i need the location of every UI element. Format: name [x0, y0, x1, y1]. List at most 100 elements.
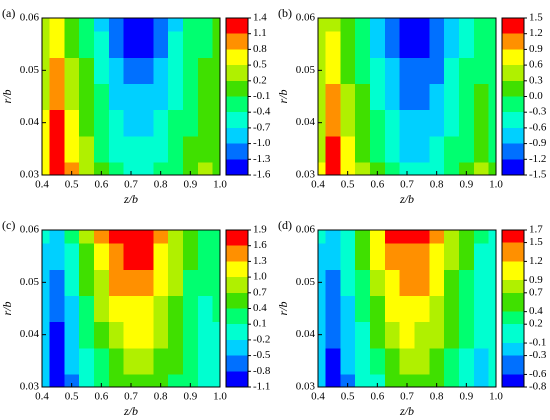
field-cell — [197, 18, 214, 32]
colorbar-label: -0.7 — [253, 121, 271, 133]
colorbar-label: 0.2 — [529, 318, 543, 330]
field-cell — [429, 83, 445, 111]
field-cell — [369, 31, 386, 58]
field-cell — [108, 269, 125, 296]
x-tick-label: 0.4 — [311, 391, 325, 403]
colorbar-band — [502, 49, 524, 66]
colorbar-label: 1.7 — [529, 224, 543, 236]
colorbar-band — [226, 96, 248, 113]
x-tick-label: 0.7 — [400, 179, 414, 191]
field-cell — [369, 321, 386, 349]
field-cell — [429, 230, 445, 244]
field-cell — [64, 18, 80, 32]
x-tick-label: 0.6 — [94, 391, 108, 403]
field-cell — [384, 295, 401, 323]
field-cell — [138, 373, 154, 387]
field-cell — [473, 321, 490, 349]
field-cell — [369, 135, 386, 163]
colorbar-band — [226, 308, 248, 325]
colorbar-label: 1.6 — [253, 239, 267, 251]
field-cell — [488, 109, 496, 137]
field-cell — [473, 161, 490, 175]
field-cell — [414, 230, 430, 244]
panel-label: (b) — [278, 6, 292, 20]
field-cell — [325, 347, 341, 375]
field-cell — [384, 18, 401, 32]
colorbar-band — [226, 112, 248, 128]
field-cell — [197, 57, 214, 84]
field-cell — [355, 230, 371, 244]
field-cell — [355, 373, 371, 387]
field-cell — [138, 135, 154, 163]
field-cell — [325, 57, 341, 84]
field-cell — [79, 295, 95, 323]
colorbar-label: -1.5 — [529, 169, 547, 181]
field-cell — [212, 83, 220, 111]
field-cell — [414, 295, 430, 323]
field-cell — [123, 373, 139, 387]
field-cell — [399, 269, 415, 296]
field-cell — [473, 83, 490, 111]
field-cell — [123, 109, 139, 137]
field-cell — [318, 83, 326, 111]
field-cell — [93, 135, 110, 163]
colorbar-label: 1.1 — [253, 27, 267, 39]
field-cell — [93, 295, 110, 323]
colorbar-band — [226, 159, 248, 175]
colorbar-band — [226, 18, 248, 34]
field-cell — [399, 161, 415, 175]
field-cell — [123, 161, 139, 175]
field-cell — [138, 321, 154, 349]
field-cell — [318, 295, 326, 323]
field-cell — [340, 57, 356, 84]
colorbar-label: 0.4 — [253, 302, 267, 314]
field-cell — [429, 243, 445, 270]
field-cell — [64, 230, 80, 244]
field-cell — [138, 347, 154, 375]
field-cell — [182, 57, 199, 84]
x-tick-label: 0.5 — [65, 179, 79, 191]
field-cell — [444, 321, 460, 349]
field-cell — [197, 161, 214, 175]
field-cell — [212, 373, 220, 387]
field-cell — [473, 18, 490, 32]
field-cell — [153, 109, 169, 137]
field-cell — [49, 57, 65, 84]
x-axis-label: z/b — [123, 192, 138, 206]
field-cell — [168, 109, 184, 137]
field-cell — [49, 269, 65, 296]
field-cell — [458, 109, 475, 137]
field-cell — [429, 31, 445, 58]
panel-label: (a) — [2, 6, 15, 20]
colorbar-label: -0.8 — [529, 381, 547, 393]
field-cell — [369, 295, 386, 323]
field-cell — [414, 57, 430, 84]
colorbar-band — [502, 33, 524, 50]
colorbar-label: -0.3 — [529, 349, 547, 361]
field-cell — [49, 295, 65, 323]
y-tick-label: 0.06 — [20, 12, 40, 24]
colorbar-band — [502, 80, 524, 97]
colorbar-label: -0.2 — [253, 333, 270, 345]
field-cell — [153, 161, 169, 175]
x-axis-label: z/b — [399, 404, 414, 418]
field-cell — [93, 347, 110, 375]
field-cell — [123, 230, 139, 244]
field-cell — [212, 230, 220, 244]
colorbar-band — [502, 127, 524, 144]
field-cell — [318, 347, 326, 375]
colorbar-label: 0.3 — [529, 74, 543, 86]
x-tick-label: 0.6 — [94, 179, 108, 191]
colorbar-label: 0.5 — [253, 59, 267, 71]
colorbar-band — [502, 112, 524, 128]
colorbar-label: -0.6 — [529, 121, 547, 133]
field-cell — [340, 295, 356, 323]
field-cell — [414, 83, 430, 111]
field-cell — [49, 83, 65, 111]
field-cell — [488, 243, 496, 270]
colorbar-band — [502, 311, 524, 325]
field-cell — [429, 321, 445, 349]
colorbar-band — [502, 65, 524, 81]
field-cell — [168, 135, 184, 163]
field-cell — [108, 18, 125, 32]
